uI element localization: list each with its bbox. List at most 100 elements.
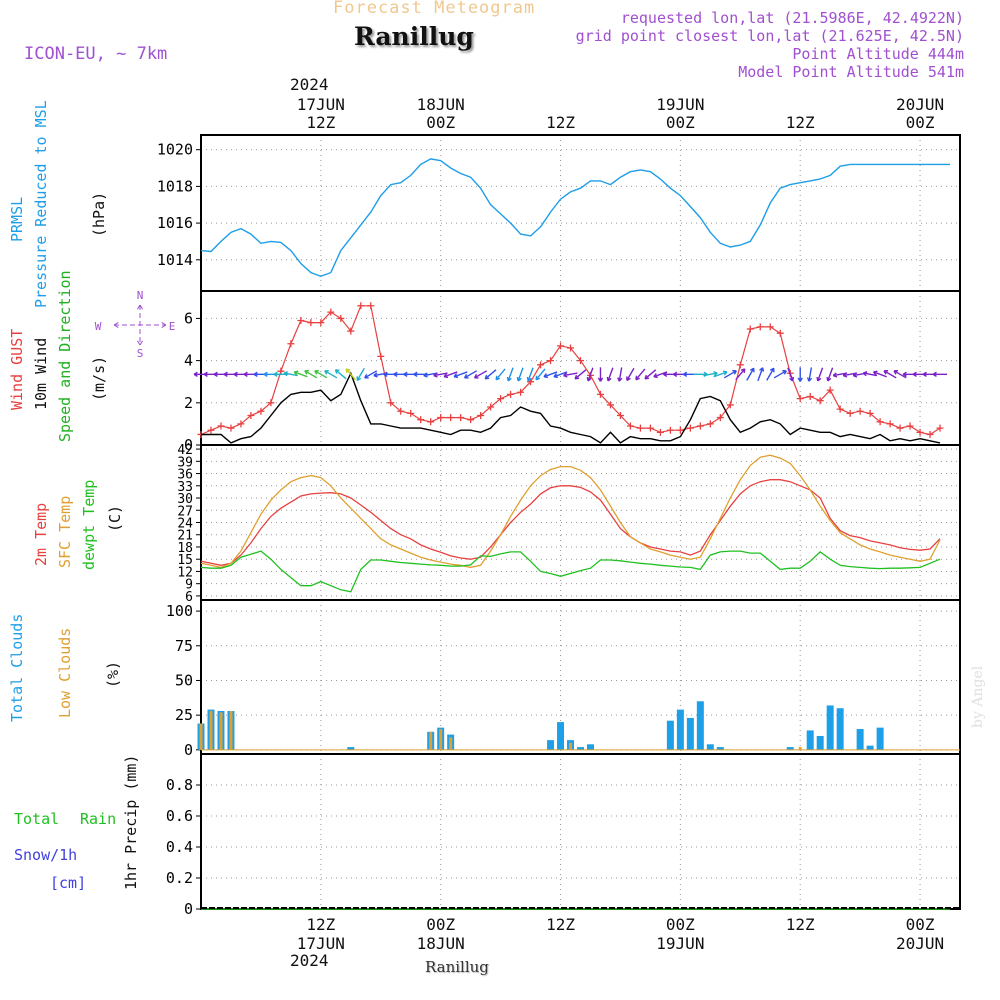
gust-marker: [237, 420, 245, 428]
panel-frame: [200, 599, 961, 755]
gust-marker: [846, 409, 854, 417]
precip-rain-label: Rain: [80, 810, 117, 828]
y-tick-label: 50: [175, 671, 193, 689]
footer-location: Ranillug: [425, 958, 489, 976]
total-cloud-bar: [686, 717, 694, 750]
wind-arrow: [817, 367, 824, 382]
gust-marker: [227, 424, 235, 432]
y-tick-label: 1014: [157, 251, 193, 269]
compass-e: E: [169, 320, 176, 333]
wind-arrow: [474, 370, 488, 379]
gust-marker: [926, 430, 934, 438]
wind-arrow-head: [740, 368, 746, 374]
y-tick-label: 0.2: [166, 869, 193, 887]
wind-arrow: [433, 372, 448, 377]
y-tick-label: 15: [177, 553, 193, 568]
y-tick-label: 9: [185, 578, 193, 593]
gust-marker: [427, 418, 435, 426]
wind-arrow-head: [673, 371, 678, 377]
top-hour-label: 12Z: [546, 113, 575, 132]
bottom-hour-label: 12Z: [306, 915, 335, 934]
wind-arrow-head: [606, 376, 612, 382]
top-hour-label: 12Z: [306, 113, 335, 132]
wind-arrow-head: [263, 371, 268, 377]
wind-arrow-head: [563, 372, 568, 378]
wind-arrow-head: [816, 376, 822, 382]
gust-marker: [746, 325, 754, 333]
wind-arrow-head: [473, 373, 479, 379]
y-tick-label: 6: [185, 590, 193, 605]
gust-marker: [696, 422, 704, 430]
wind-arrow-head: [213, 371, 218, 377]
precip-snow-label: Snow/1h: [14, 846, 78, 864]
wind-arrow-head: [759, 367, 765, 372]
gust-marker: [886, 420, 894, 428]
wind-arrow-head: [769, 367, 775, 373]
y-tick-label: 42: [177, 443, 193, 458]
gust-marker: [876, 418, 884, 426]
wind-arrow-head: [553, 373, 559, 379]
wind-arrow: [574, 369, 587, 380]
wind-arrow: [364, 370, 378, 379]
total-cloud-bar: [876, 727, 884, 750]
wind-arrow-head: [453, 373, 459, 379]
gust-marker: [866, 409, 874, 417]
dewpt-line: [200, 550, 941, 593]
gust-marker: [247, 411, 255, 419]
model-point-altitude: Model Point Altitude 541m: [738, 63, 964, 81]
wind-arrow-head: [495, 375, 501, 381]
gust-marker: [686, 424, 694, 432]
bottom-date-label: 18JUN: [417, 934, 465, 953]
top-hour-label: 12Z: [786, 113, 815, 132]
wind-arrow-head: [304, 370, 309, 375]
top-date-label: 19JUN: [656, 95, 704, 114]
low-cloud-bar: [798, 747, 802, 750]
wind-arrow-head: [574, 374, 580, 380]
bottom-hour-label: 12Z: [546, 915, 575, 934]
wind-arrow: [827, 367, 834, 382]
gust-marker: [776, 329, 784, 337]
wind-arrow-head: [463, 373, 469, 379]
y-tick-label: 24: [177, 517, 193, 532]
low-cloud-bar: [429, 731, 433, 750]
wind-arrow-head: [233, 371, 238, 377]
panel-4: 0 0.2 0.4 0.6 0.8: [166, 753, 961, 918]
gust-marker: [487, 403, 495, 411]
wind-arrow-head: [383, 371, 388, 377]
gust-marker: [287, 340, 295, 348]
gust-marker: [447, 414, 455, 422]
bottom-hour-label: 12Z: [786, 915, 815, 934]
wind-arrow-head: [413, 371, 418, 377]
y-tick-label: 100: [166, 602, 193, 620]
total-cloud-bar: [557, 722, 565, 750]
low-cloud-bar: [569, 742, 573, 750]
wind-arrow: [563, 372, 578, 377]
wind-arrow-head: [203, 371, 208, 377]
total-cloud-bar: [816, 735, 824, 750]
y-tick-label: 36: [177, 468, 193, 483]
total-cloud-bar: [577, 747, 584, 750]
temp-2m-line: [200, 479, 941, 566]
wind-arrow-head: [732, 370, 737, 375]
wind-arrow: [883, 370, 897, 379]
wind-arrow-head: [423, 372, 428, 378]
wind-arrow-head: [806, 377, 813, 382]
gust-marker: [936, 424, 944, 432]
wind-arrow-head: [617, 377, 623, 382]
wind-arrow-head: [484, 374, 490, 380]
wind-arrow-head: [663, 371, 668, 377]
bottom-date-label: 19JUN: [656, 934, 704, 953]
compass-w: W: [95, 320, 102, 333]
wind-arrow-head: [682, 371, 688, 377]
pressure-line: [200, 158, 950, 278]
gust-marker: [357, 302, 365, 310]
wind-arrow: [517, 367, 524, 382]
wind-arrow-head: [506, 376, 512, 382]
wind-arrow-head: [782, 370, 787, 375]
low-cloud-bar: [439, 729, 443, 750]
wind-arrow: [495, 368, 506, 381]
wind-arrow: [618, 367, 623, 382]
gust-marker: [596, 390, 604, 398]
